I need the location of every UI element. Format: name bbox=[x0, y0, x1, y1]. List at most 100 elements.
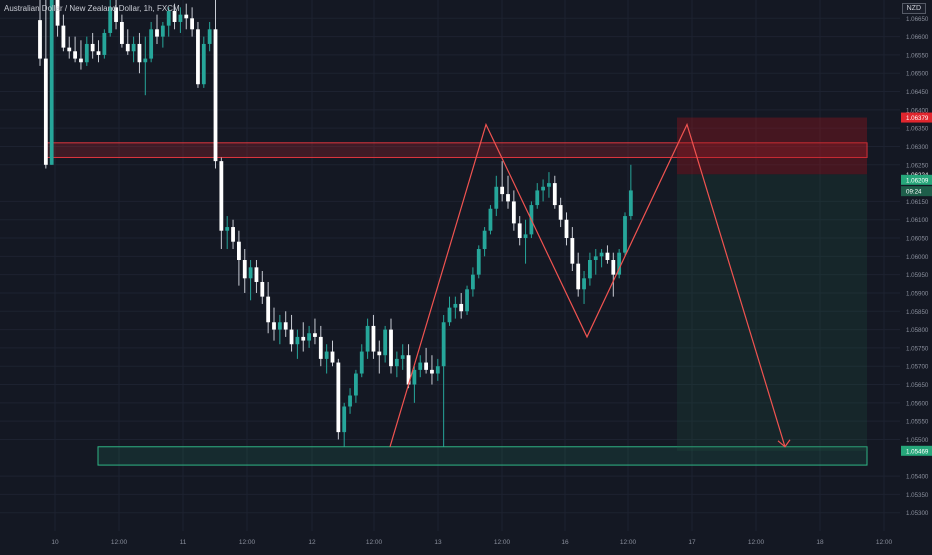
candle-body bbox=[535, 190, 540, 206]
candle-body bbox=[231, 227, 235, 242]
candle-body bbox=[371, 325, 376, 352]
price-tick-label: 1.05400 bbox=[906, 474, 929, 481]
candle-body bbox=[318, 336, 323, 359]
candle-body bbox=[131, 43, 136, 52]
candle-body bbox=[552, 183, 557, 206]
candle-body bbox=[272, 322, 276, 330]
price-tick-label: 1.05600 bbox=[906, 400, 929, 407]
candle-body bbox=[114, 7, 118, 22]
price-tick-label: 1.05800 bbox=[906, 327, 929, 334]
price-tick-label: 1.05300 bbox=[906, 510, 929, 517]
candle-body bbox=[196, 29, 200, 85]
time-tick-label: 12:00 bbox=[239, 539, 256, 546]
candle-body bbox=[389, 329, 393, 367]
price-tick-label: 1.05550 bbox=[906, 419, 929, 426]
time-tick-label: 12:00 bbox=[494, 539, 511, 546]
candle-body bbox=[219, 161, 224, 231]
candle-body bbox=[564, 219, 569, 239]
candle-body bbox=[576, 263, 581, 290]
candle-body bbox=[342, 406, 347, 433]
price-tick-label: 1.06600 bbox=[906, 34, 929, 41]
currency-badge[interactable]: NZD bbox=[901, 3, 926, 14]
price-tick-label: 1.05700 bbox=[906, 364, 929, 371]
candle-body bbox=[582, 278, 586, 290]
price-tick-label: 1.05750 bbox=[906, 345, 929, 352]
candle-body bbox=[213, 29, 218, 162]
time-tick-label: 10 bbox=[51, 539, 59, 546]
price-tick-label: 1.06450 bbox=[906, 89, 929, 96]
candle-body bbox=[120, 21, 124, 44]
candle-body bbox=[67, 47, 72, 52]
stop-loss-box bbox=[677, 117, 867, 175]
candle-body bbox=[482, 230, 487, 250]
candle-body bbox=[184, 14, 189, 19]
candle-body bbox=[178, 14, 183, 22]
price-tick-label: 1.05650 bbox=[906, 382, 929, 389]
price-tick-label: 1.06000 bbox=[906, 254, 929, 261]
candle-body bbox=[611, 260, 616, 275]
candle-body bbox=[55, 0, 60, 26]
candle-body bbox=[383, 329, 388, 356]
candle-body bbox=[441, 322, 446, 367]
candle-body bbox=[313, 333, 317, 337]
price-label-bg bbox=[901, 186, 932, 197]
price-label-bg bbox=[901, 174, 932, 185]
candle-body bbox=[359, 351, 364, 374]
price-tick-label: 1.06300 bbox=[906, 144, 929, 151]
candle-body bbox=[523, 234, 528, 239]
candle-body bbox=[172, 10, 177, 22]
candle-body bbox=[190, 18, 194, 30]
candle-body bbox=[511, 201, 516, 224]
candle-body bbox=[517, 223, 522, 239]
candle-body bbox=[207, 29, 212, 44]
candle-body bbox=[166, 10, 171, 26]
price-tick-label: 1.05900 bbox=[906, 290, 929, 297]
price-label: 09:24 bbox=[906, 189, 922, 196]
price-label: 1.05469 bbox=[906, 448, 929, 455]
candle-body bbox=[61, 25, 66, 48]
price-tick-label: 1.06500 bbox=[906, 71, 929, 78]
candle-body bbox=[599, 252, 604, 257]
candle-body bbox=[377, 351, 382, 356]
candle-body bbox=[435, 366, 440, 374]
candle-body bbox=[488, 208, 493, 231]
time-tick-label: 12:00 bbox=[748, 539, 765, 546]
candle-body bbox=[348, 395, 352, 407]
candle-body bbox=[453, 303, 458, 308]
time-tick-label: 12:00 bbox=[366, 539, 383, 546]
price-axis-bg bbox=[900, 0, 932, 550]
candle-body bbox=[324, 351, 329, 359]
price-tick-label: 1.06150 bbox=[906, 199, 929, 206]
candle-body bbox=[541, 186, 545, 191]
price-tick-label: 1.06100 bbox=[906, 217, 929, 224]
time-tick-label: 12:00 bbox=[876, 539, 893, 546]
support-zone bbox=[97, 446, 868, 466]
candle-body bbox=[84, 43, 89, 63]
price-label: 1.06379 bbox=[906, 115, 929, 122]
candle-body bbox=[43, 58, 48, 165]
price-tick-label: 1.05850 bbox=[906, 309, 929, 316]
price-tick-label: 1.06550 bbox=[906, 52, 929, 59]
chart-title: Australian Dollar / New Zealand Dollar, … bbox=[4, 4, 180, 13]
candle-body bbox=[254, 267, 259, 282]
candle-body bbox=[430, 369, 434, 374]
pattern-line bbox=[389, 122, 786, 447]
candle-body bbox=[336, 362, 341, 433]
candle-body bbox=[102, 32, 107, 55]
candle-body bbox=[418, 362, 423, 370]
candle-body bbox=[277, 322, 282, 330]
price-tick-label: 1.05350 bbox=[906, 492, 929, 499]
candle-body bbox=[459, 303, 464, 312]
candle-body bbox=[605, 252, 610, 261]
candle-body bbox=[400, 355, 405, 359]
candle-body bbox=[301, 336, 306, 341]
price-label-bg bbox=[901, 445, 932, 456]
price-tick-label: 1.06650 bbox=[906, 16, 929, 23]
price-label-bg bbox=[901, 112, 932, 123]
candle-body bbox=[73, 51, 77, 59]
candle-body bbox=[125, 43, 130, 52]
candle-body bbox=[447, 307, 452, 323]
candle-body bbox=[201, 43, 206, 85]
